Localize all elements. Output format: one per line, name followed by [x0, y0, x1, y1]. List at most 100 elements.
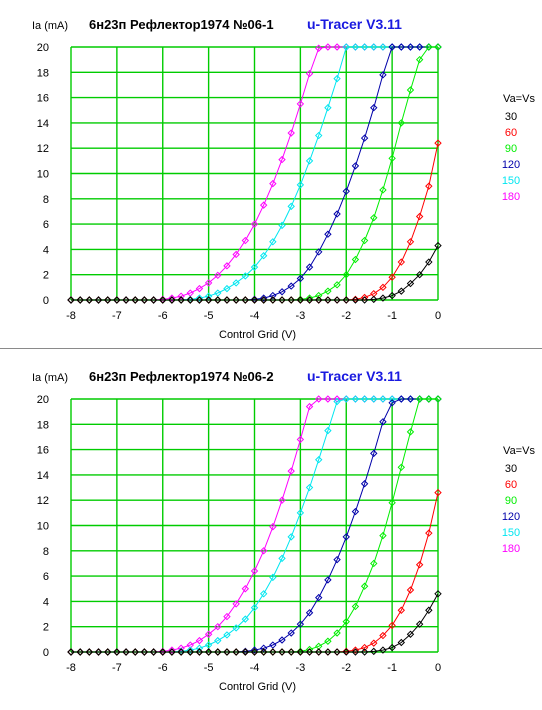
y-tick-label: 4	[43, 244, 49, 256]
chart-title-tracer-1: u-Tracer V3.11	[307, 16, 402, 32]
legend-entry-90: 90	[505, 143, 517, 155]
data-point	[287, 202, 295, 211]
data-point	[360, 395, 369, 403]
y-tick-label: 18	[37, 67, 49, 79]
data-point	[103, 296, 112, 304]
data-point	[131, 296, 139, 304]
data-point	[259, 252, 268, 260]
data-point	[388, 154, 396, 163]
legend-entry-180: 180	[502, 543, 520, 555]
data-point	[360, 296, 369, 304]
x-tick-label: 0	[435, 310, 441, 322]
data-point	[351, 43, 360, 51]
panel-divider	[0, 348, 542, 349]
data-point	[159, 296, 167, 304]
data-point	[177, 296, 185, 304]
data-point	[232, 600, 240, 608]
data-point	[397, 606, 406, 614]
data-point	[269, 296, 277, 304]
data-point	[388, 643, 396, 652]
x-axis-label-1: Control Grid (V)	[219, 329, 297, 341]
data-point	[140, 296, 149, 304]
data-point	[415, 43, 424, 51]
data-point	[370, 647, 378, 656]
data-point	[241, 648, 250, 656]
data-point	[250, 604, 259, 612]
data-point	[360, 582, 369, 590]
data-point	[315, 456, 323, 464]
data-point	[296, 100, 305, 108]
data-point	[333, 555, 341, 564]
data-point	[186, 296, 194, 304]
data-point	[241, 296, 250, 304]
chart-title-tube-1: 6н23п Рефлектор1974 №06-1	[89, 17, 274, 32]
data-point	[379, 71, 387, 79]
data-point	[195, 636, 204, 645]
x-tick-label: -4	[250, 310, 260, 322]
data-point	[370, 43, 378, 51]
data-point	[397, 119, 406, 127]
x-tick-label: -5	[204, 662, 214, 674]
data-point	[67, 296, 75, 304]
chart-panel-2: -8 -7 -6 -5 -4 -3 -2 -1 0 0 2 4 6 8 10 12 14 16 18 20 Va=Vs 3…	[0, 352, 542, 700]
y-tick-label: 0	[43, 647, 49, 659]
data-point	[370, 559, 378, 568]
legend-entry-120: 120	[502, 159, 520, 171]
data-point	[397, 43, 406, 51]
grid	[70, 46, 439, 301]
legend-entry-30: 30	[505, 111, 517, 123]
y-tick-label: 0	[43, 295, 49, 307]
data-point	[259, 547, 268, 555]
data-point	[379, 631, 387, 640]
data-point	[370, 449, 378, 458]
data-point	[259, 590, 268, 598]
data-point	[342, 533, 350, 541]
x-tick-label: -5	[204, 310, 214, 322]
data-point	[406, 86, 415, 94]
data-point	[415, 561, 424, 569]
data-point	[333, 281, 341, 289]
data-point	[195, 284, 204, 293]
data-point	[406, 428, 415, 436]
data-point	[223, 284, 231, 293]
data-point	[214, 271, 222, 280]
data-point	[232, 624, 240, 632]
data-point	[186, 646, 194, 654]
data-point	[415, 55, 424, 64]
data-point	[259, 644, 268, 652]
data-point	[324, 296, 332, 304]
data-point	[149, 648, 158, 656]
data-point	[122, 296, 130, 304]
x-tick-label: -7	[112, 310, 122, 322]
data-point	[305, 483, 314, 492]
data-point	[379, 395, 387, 403]
data-point	[278, 636, 286, 644]
y-tick-label: 2	[43, 270, 49, 282]
legend-entry-60: 60	[505, 127, 517, 139]
y-axis-label-1: Ia (mA)	[32, 20, 69, 32]
x-tick-label: -6	[158, 310, 168, 322]
x-axis-label-2: Control Grid (V)	[219, 681, 297, 693]
data-point	[214, 648, 222, 656]
data-point	[287, 129, 295, 137]
data-point	[287, 467, 295, 475]
y-tick-label: 20	[37, 394, 49, 406]
data-point	[415, 395, 424, 403]
data-point	[296, 509, 305, 517]
data-point	[434, 488, 442, 497]
data-point	[269, 291, 277, 300]
data-point	[195, 294, 204, 302]
x-tick-label: -2	[341, 662, 351, 674]
data-point	[278, 288, 286, 296]
data-point	[434, 43, 442, 51]
data-point	[351, 395, 360, 403]
data-point	[241, 272, 250, 280]
data-point	[379, 294, 387, 302]
data-point	[388, 621, 396, 630]
data-point	[278, 554, 286, 563]
data-point	[278, 155, 286, 164]
data-point	[406, 395, 415, 403]
y-tick-label: 14	[37, 118, 49, 130]
data-point	[232, 296, 240, 304]
data-point	[397, 258, 406, 266]
